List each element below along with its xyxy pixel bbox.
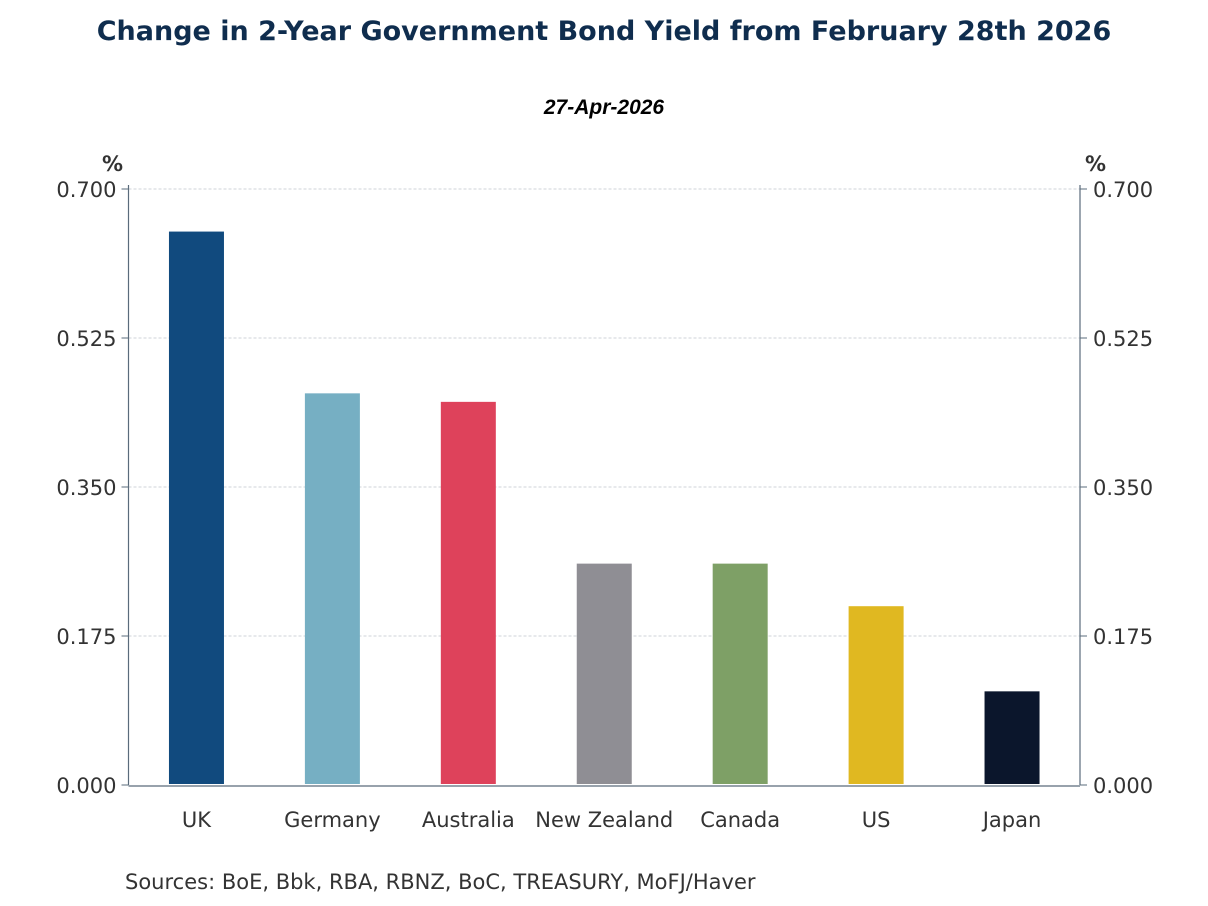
right-tick-label: 0.525	[1093, 327, 1153, 351]
bar-canada	[712, 563, 768, 784]
left-axis-unit: %	[102, 152, 124, 176]
left-tick-label: 0.000	[56, 774, 116, 798]
right-tick-label: 0.175	[1093, 625, 1153, 649]
x-tick-label: Japan	[981, 808, 1042, 832]
bar-australia	[440, 401, 496, 784]
right-tick-label: 0.700	[1093, 178, 1153, 202]
bar-uk	[168, 231, 224, 785]
right-tick-label: 0.000	[1093, 774, 1153, 798]
x-tick-label: Germany	[284, 808, 381, 832]
bar-germany	[304, 393, 360, 784]
x-tick-label: Australia	[422, 808, 515, 832]
left-tick-label: 0.350	[56, 476, 116, 500]
right-tick-label: 0.350	[1093, 476, 1153, 500]
left-tick-label: 0.700	[56, 178, 116, 202]
source-note: Sources: BoE, Bbk, RBA, RBNZ, BoC, TREAS…	[125, 870, 756, 894]
left-tick-label: 0.175	[56, 625, 116, 649]
chart-title: Change in 2-Year Government Bond Yield f…	[96, 16, 1112, 47]
x-tick-label: US	[862, 808, 891, 832]
x-tick-label: UK	[182, 808, 212, 832]
left-tick-label: 0.525	[56, 327, 116, 351]
bar-japan	[984, 691, 1040, 784]
x-tick-label: New Zealand	[535, 808, 673, 832]
bar-us	[848, 606, 904, 784]
x-tick-label: Canada	[700, 808, 780, 832]
bar-new-zealand	[576, 563, 632, 784]
right-axis-unit: %	[1085, 152, 1107, 176]
chart-subtitle: 27-Apr-2026	[543, 96, 665, 119]
